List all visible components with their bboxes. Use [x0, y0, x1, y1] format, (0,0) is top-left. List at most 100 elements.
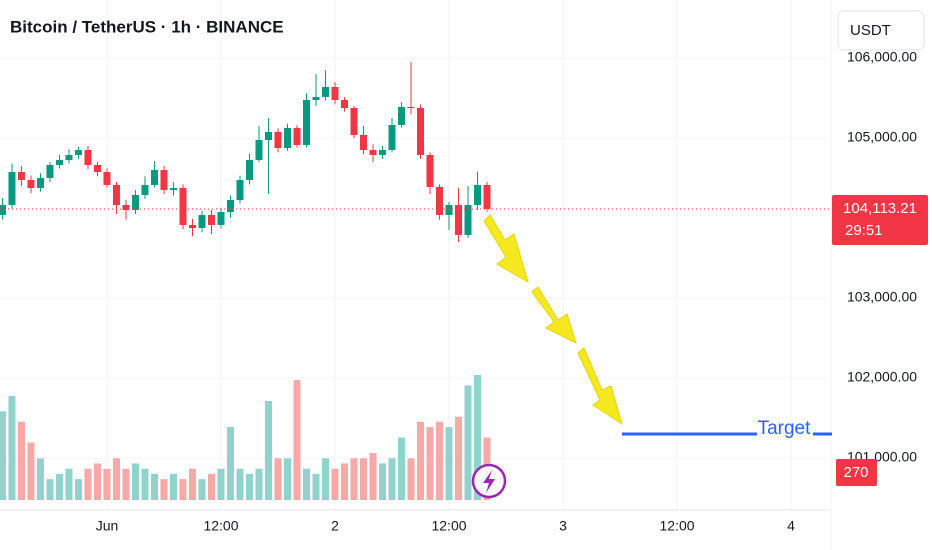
- volume-bar: [274, 458, 282, 500]
- volume-tag: [836, 459, 877, 486]
- candle-body: [179, 188, 187, 225]
- volume-bar: [27, 442, 35, 500]
- candle-body: [436, 186, 444, 215]
- volume-bar: [464, 385, 472, 500]
- currency-button[interactable]: [837, 10, 925, 51]
- candle-body: [226, 200, 234, 212]
- y-tick-label: 102,000.00: [847, 369, 917, 385]
- volume-bar: [65, 468, 73, 500]
- candle-body: [483, 184, 491, 209]
- candle-body: [84, 150, 92, 165]
- candle-body: [36, 178, 44, 188]
- candle-body: [245, 160, 253, 180]
- candle-body: [302, 100, 310, 145]
- volume-bar: [341, 463, 349, 500]
- volume-bar: [398, 437, 406, 500]
- volume-bar: [160, 479, 168, 500]
- currency-label[interactable]: USDT: [850, 22, 891, 39]
- candle-body: [255, 140, 263, 160]
- volume-bar: [474, 375, 482, 500]
- candle-body: [103, 172, 111, 185]
- volume-bar: [122, 468, 130, 500]
- candle-body: [160, 170, 168, 190]
- x-tick-label: 3: [559, 518, 567, 534]
- candle-body: [474, 184, 482, 205]
- volume-bar: [312, 473, 320, 500]
- volume-bar: [426, 427, 434, 500]
- x-tick-label: Jun: [96, 518, 119, 534]
- candle-body: [188, 224, 196, 228]
- volume-bar: [36, 458, 44, 500]
- candle-body: [331, 86, 339, 100]
- volume-bar: [103, 468, 111, 500]
- candle-body: [198, 214, 206, 228]
- lightning-icon[interactable]: [471, 463, 507, 499]
- volume-bar: [169, 473, 177, 500]
- last-price-tag: [832, 194, 928, 245]
- volume-bar: [8, 395, 16, 500]
- candle-body: [312, 96, 320, 100]
- candle-body: [341, 100, 349, 108]
- target-label: Target: [758, 418, 812, 439]
- volume-bar: [322, 458, 330, 500]
- x-tick-label: 12:00: [431, 518, 466, 534]
- volume-bar: [226, 427, 234, 500]
- volume-bar: [207, 473, 215, 500]
- candle-body: [369, 150, 377, 155]
- volume-tag-label: 270: [843, 464, 868, 481]
- volume-bar: [0, 411, 6, 500]
- candle-body: [283, 128, 291, 148]
- candle-body: [464, 204, 472, 235]
- candle-body: [360, 134, 368, 150]
- volume-bar: [17, 421, 25, 500]
- candle-body: [17, 172, 25, 180]
- candle-body: [445, 204, 453, 215]
- y-tick-label: 106,000.00: [847, 49, 917, 65]
- volume-bar: [455, 416, 463, 500]
- volume-bar: [112, 458, 120, 500]
- candle-body: [274, 132, 282, 148]
- volume-bar: [369, 453, 377, 500]
- candle-body: [426, 154, 434, 187]
- countdown: 29:51: [845, 222, 883, 239]
- x-tick-label: 12:00: [660, 518, 695, 534]
- candle-body: [407, 106, 415, 108]
- candle-body: [455, 204, 463, 235]
- candle-body: [169, 188, 177, 190]
- candle-body: [141, 184, 149, 195]
- candle-body: [322, 86, 330, 97]
- volume-bar: [245, 473, 253, 500]
- forecast-arrows: [483, 214, 623, 426]
- candle-body: [207, 214, 215, 225]
- volume-bar: [350, 458, 358, 500]
- x-tick-label: 4: [787, 518, 795, 534]
- candle-body: [65, 154, 73, 160]
- volume-bar: [302, 468, 310, 500]
- volume-bar: [331, 468, 339, 500]
- candle-body: [264, 132, 272, 140]
- candle-body: [27, 180, 35, 188]
- volume-bar: [74, 479, 82, 500]
- candle-body: [388, 124, 396, 150]
- volume-bar: [379, 463, 387, 500]
- volume-bar: [141, 468, 149, 500]
- y-tick-label: 105,000.00: [847, 129, 917, 145]
- candle-body: [150, 170, 158, 185]
- candle-body: [55, 160, 63, 165]
- candle-body: [236, 180, 244, 200]
- volume-bar: [360, 458, 368, 500]
- candle-body: [217, 212, 225, 225]
- x-tick-label: 2: [331, 518, 339, 534]
- volume-bar: [236, 468, 244, 500]
- volume-bar: [131, 463, 139, 500]
- candle-body: [74, 150, 82, 155]
- volume-bar: [407, 458, 415, 500]
- volume-bar: [198, 479, 206, 500]
- candle-body: [131, 194, 139, 210]
- candle-body: [46, 164, 54, 178]
- volume-bar: [179, 479, 187, 500]
- volume-bar: [93, 463, 101, 500]
- candle-body: [398, 106, 406, 125]
- candle-body: [93, 164, 101, 172]
